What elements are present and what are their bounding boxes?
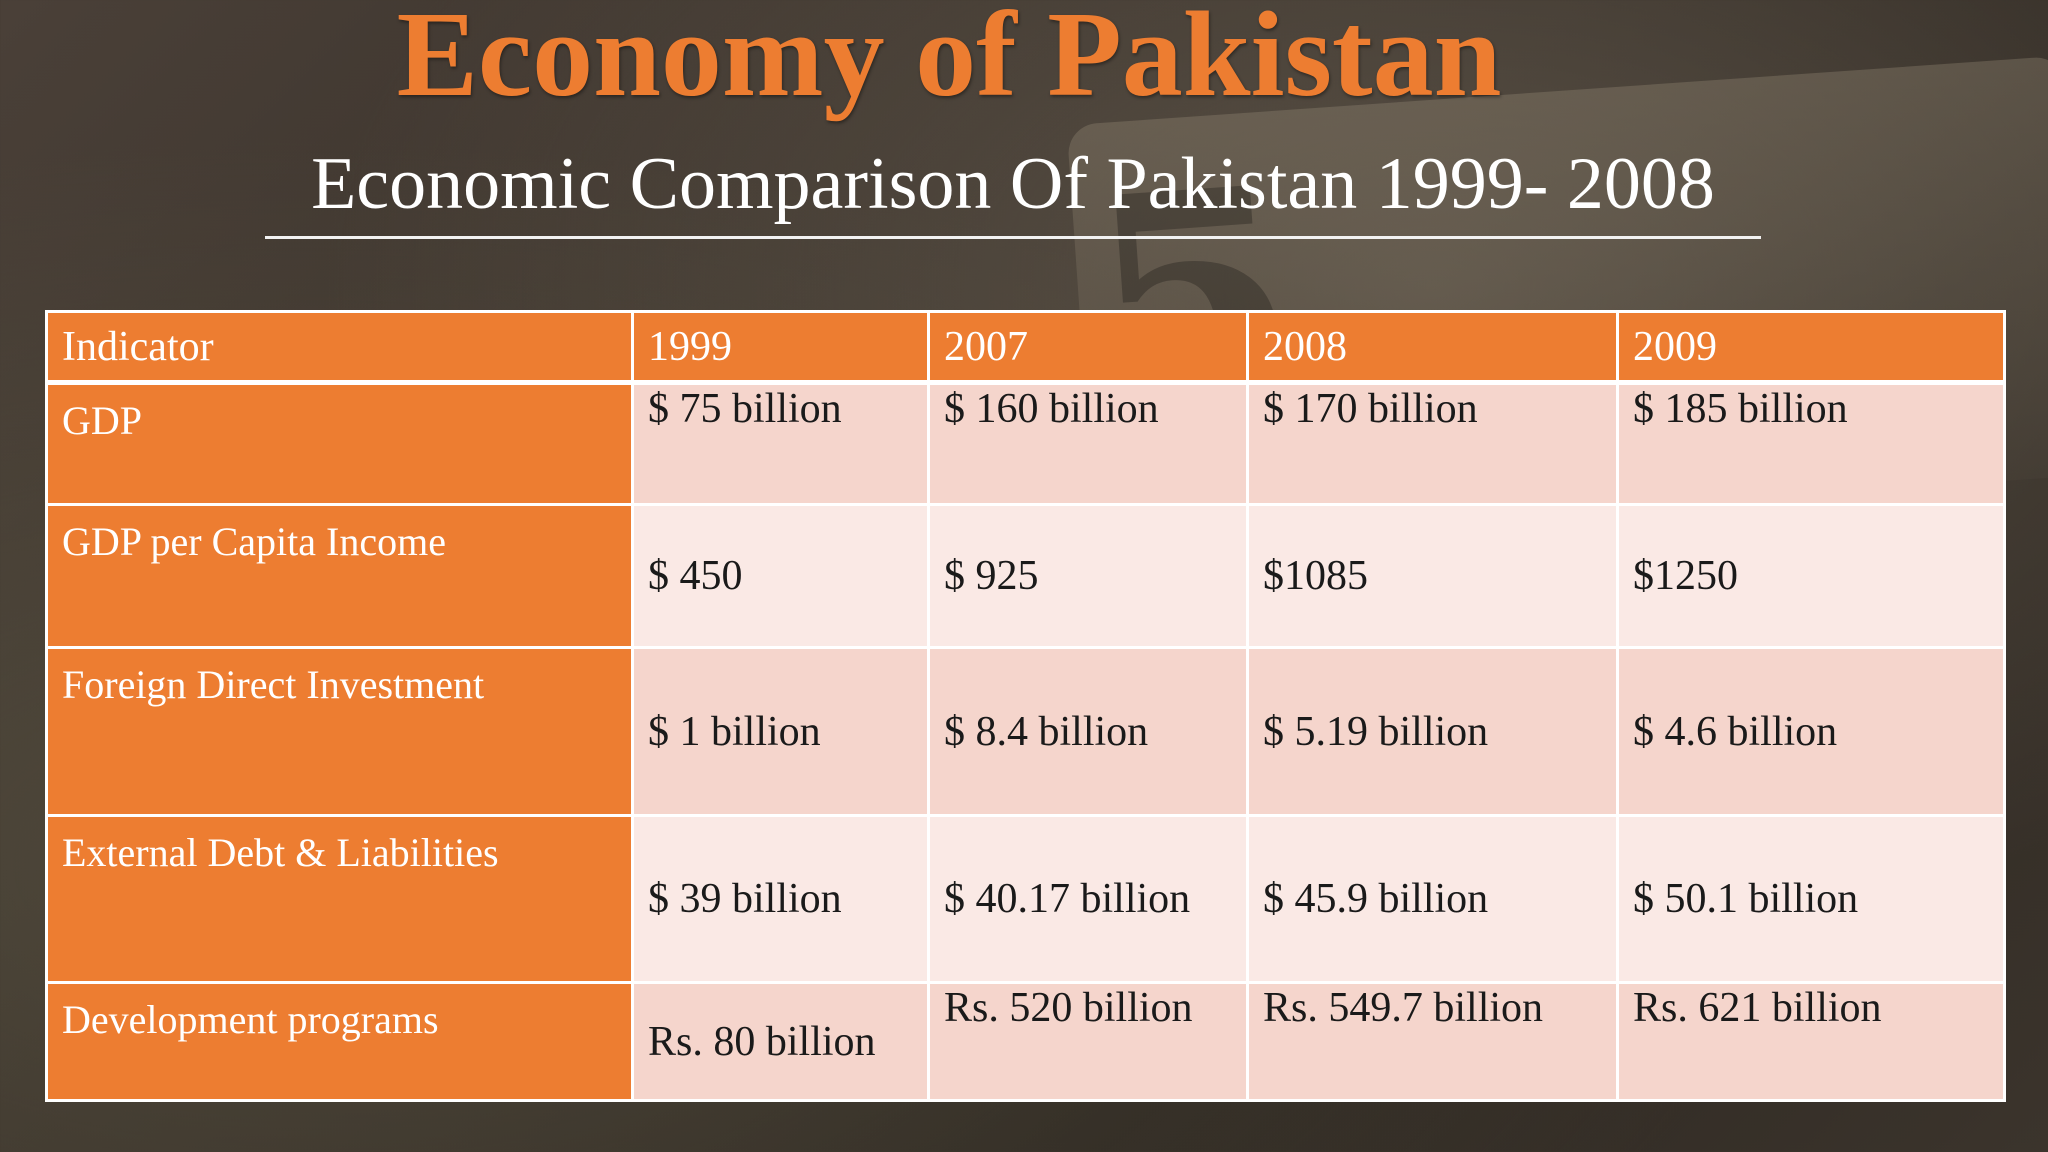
cell-external-debt-2007: $ 40.17 billion [927,814,1249,984]
row-label-external-debt: External Debt & Liabilities [45,814,634,984]
header-2008: 2008 [1246,310,1619,385]
cell-fdi-2009: $ 4.6 billion [1616,646,2006,817]
table-row-development-programs: Development programs Rs. 80 billion Rs. … [45,981,2006,1102]
cell-fdi-2007: $ 8.4 billion [927,646,1249,817]
table-row-external-debt: External Debt & Liabilities $ 39 billion… [45,814,2006,984]
cell-gdp-per-capita-2007: $ 925 [927,503,1249,649]
page-subtitle: Economic Comparison Of Pakistan 1999- 20… [311,143,1715,225]
cell-development-programs-2007: Rs. 520 billion [927,981,1249,1102]
cell-gdp-2008: $ 170 billion [1246,381,1619,506]
cell-external-debt-1999: $ 39 billion [631,814,930,984]
cell-gdp-per-capita-2009: $1250 [1616,503,2006,649]
cell-gdp-2007: $ 160 billion [927,381,1249,506]
header-2009: 2009 [1616,310,2006,385]
cell-fdi-2008: $ 5.19 billion [1246,646,1619,817]
cell-development-programs-1999: Rs. 80 billion [631,981,930,1102]
cell-gdp-per-capita-1999: $ 450 [631,503,930,649]
row-label-fdi: Foreign Direct Investment [45,646,634,817]
row-label-gdp-per-capita: GDP per Capita Income [45,503,634,649]
row-label-development-programs: Development programs [45,981,634,1102]
cell-gdp-1999: $ 75 billion [631,381,930,506]
page-title: Economy of Pakistan [396,0,1502,122]
economic-comparison-table: Indicator 1999 2007 2008 2009 GDP $ 75 b… [45,310,2006,1102]
header-indicator: Indicator [45,310,634,385]
cell-external-debt-2009: $ 50.1 billion [1616,814,2006,984]
cell-gdp-per-capita-2008: $1085 [1246,503,1619,649]
table-row-gdp-per-capita: GDP per Capita Income $ 450 $ 925 $1085 … [45,503,2006,649]
cell-fdi-1999: $ 1 billion [631,646,930,817]
subtitle-underline [265,236,1761,239]
cell-gdp-2009: $ 185 billion [1616,381,2006,506]
table-row-gdp: GDP $ 75 billion $ 160 billion $ 170 bil… [45,381,2006,506]
cell-external-debt-2008: $ 45.9 billion [1246,814,1619,984]
table-row-fdi: Foreign Direct Investment $ 1 billion $ … [45,646,2006,817]
header-1999: 1999 [631,310,930,385]
row-label-gdp: GDP [45,381,634,506]
cell-development-programs-2009: Rs. 621 billion [1616,981,2006,1102]
cell-development-programs-2008: Rs. 549.7 billion [1246,981,1619,1102]
header-2007: 2007 [927,310,1249,385]
table-header-row: Indicator 1999 2007 2008 2009 [45,310,2006,385]
